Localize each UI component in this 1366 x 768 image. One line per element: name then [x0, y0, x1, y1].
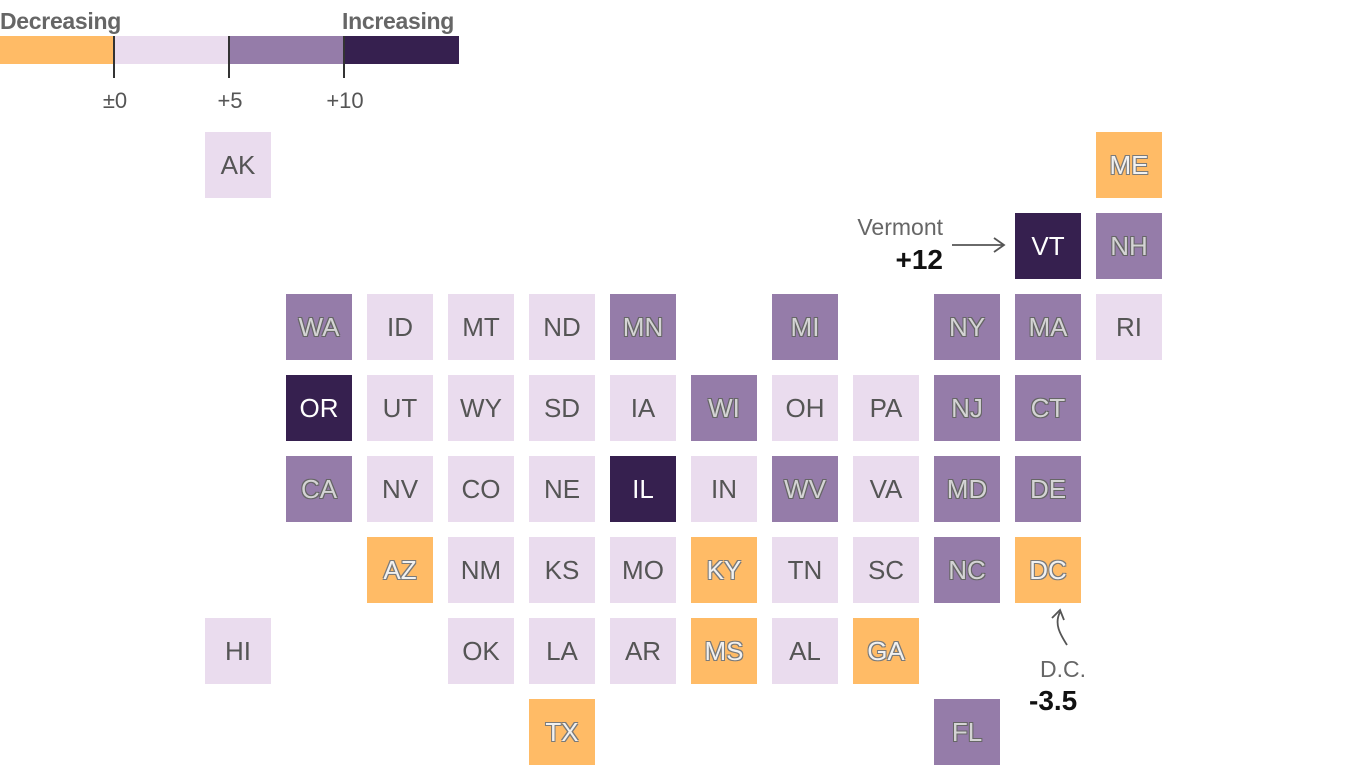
- state-tile-in: IN: [691, 456, 757, 522]
- state-tile-tx: TX: [529, 699, 595, 765]
- state-tile-fl: FL: [934, 699, 1000, 765]
- state-tile-al: AL: [772, 618, 838, 684]
- state-tile-il: IL: [610, 456, 676, 522]
- vermont-arrow: [952, 237, 1006, 253]
- state-tile-ms: MS: [691, 618, 757, 684]
- state-tile-hi: HI: [205, 618, 271, 684]
- state-tile-oh: OH: [772, 375, 838, 441]
- legend-tick-ten: [343, 36, 345, 78]
- state-tile-nc: NC: [934, 537, 1000, 603]
- state-tile-wv: WV: [772, 456, 838, 522]
- state-tile-la: LA: [529, 618, 595, 684]
- dc-annotation-value: -3.5: [1029, 685, 1078, 716]
- state-tile-ar: AR: [610, 618, 676, 684]
- state-tile-ri: RI: [1096, 294, 1162, 360]
- state-tile-az: AZ: [367, 537, 433, 603]
- state-tile-nm: NM: [448, 537, 514, 603]
- legend-tick-label: +5: [217, 88, 243, 113]
- state-tile-pa: PA: [853, 375, 919, 441]
- state-tile-ga: GA: [853, 618, 919, 684]
- state-tile-ia: IA: [610, 375, 676, 441]
- state-tile-de: DE: [1015, 456, 1081, 522]
- state-tile-vt: VT: [1015, 213, 1081, 279]
- state-tile-ky: KY: [691, 537, 757, 603]
- dc-arrow: [1051, 608, 1068, 646]
- legend-color-swatch: [0, 36, 114, 64]
- state-tile-ca: CA: [286, 456, 352, 522]
- state-tile-ny: NY: [934, 294, 1000, 360]
- legend-color-swatch: [345, 36, 459, 64]
- legend-color-swatch: [230, 36, 344, 64]
- state-tile-mi: MI: [772, 294, 838, 360]
- state-tile-ct: CT: [1015, 375, 1081, 441]
- state-tile-me: ME: [1096, 132, 1162, 198]
- state-tile-ak: AK: [205, 132, 271, 198]
- state-tile-wi: WI: [691, 375, 757, 441]
- state-tile-ne: NE: [529, 456, 595, 522]
- state-tile-wy: WY: [448, 375, 514, 441]
- legend-tick-zero: [113, 36, 115, 78]
- state-tile-dc: DC: [1015, 537, 1081, 603]
- state-tile-ut: UT: [367, 375, 433, 441]
- state-tile-nh: NH: [1096, 213, 1162, 279]
- state-tile-tn: TN: [772, 537, 838, 603]
- state-tile-ma: MA: [1015, 294, 1081, 360]
- legend-increasing-label: Increasing: [342, 8, 455, 34]
- legend-tick-five: [228, 36, 230, 78]
- state-tile-nv: NV: [367, 456, 433, 522]
- vermont-annotation-value: +12: [895, 244, 944, 275]
- state-tile-wa: WA: [286, 294, 352, 360]
- state-tile-co: CO: [448, 456, 514, 522]
- state-tile-sc: SC: [853, 537, 919, 603]
- state-tile-nd: ND: [529, 294, 595, 360]
- vermont-annotation-label: Vermont: [857, 214, 943, 240]
- legend-tick-label: +10: [326, 88, 364, 113]
- state-tile-or: OR: [286, 375, 352, 441]
- state-tile-mn: MN: [610, 294, 676, 360]
- state-tile-sd: SD: [529, 375, 595, 441]
- state-tile-ok: OK: [448, 618, 514, 684]
- dc-annotation-label: D.C.: [1040, 656, 1086, 682]
- state-tile-mt: MT: [448, 294, 514, 360]
- legend-decreasing-label: Decreasing: [0, 8, 122, 34]
- legend-tick-label: ±0: [102, 88, 128, 113]
- state-tile-mo: MO: [610, 537, 676, 603]
- state-tile-nj: NJ: [934, 375, 1000, 441]
- state-tile-id: ID: [367, 294, 433, 360]
- state-tile-va: VA: [853, 456, 919, 522]
- legend-color-swatch: [115, 36, 229, 64]
- state-tile-ks: KS: [529, 537, 595, 603]
- state-tile-md: MD: [934, 456, 1000, 522]
